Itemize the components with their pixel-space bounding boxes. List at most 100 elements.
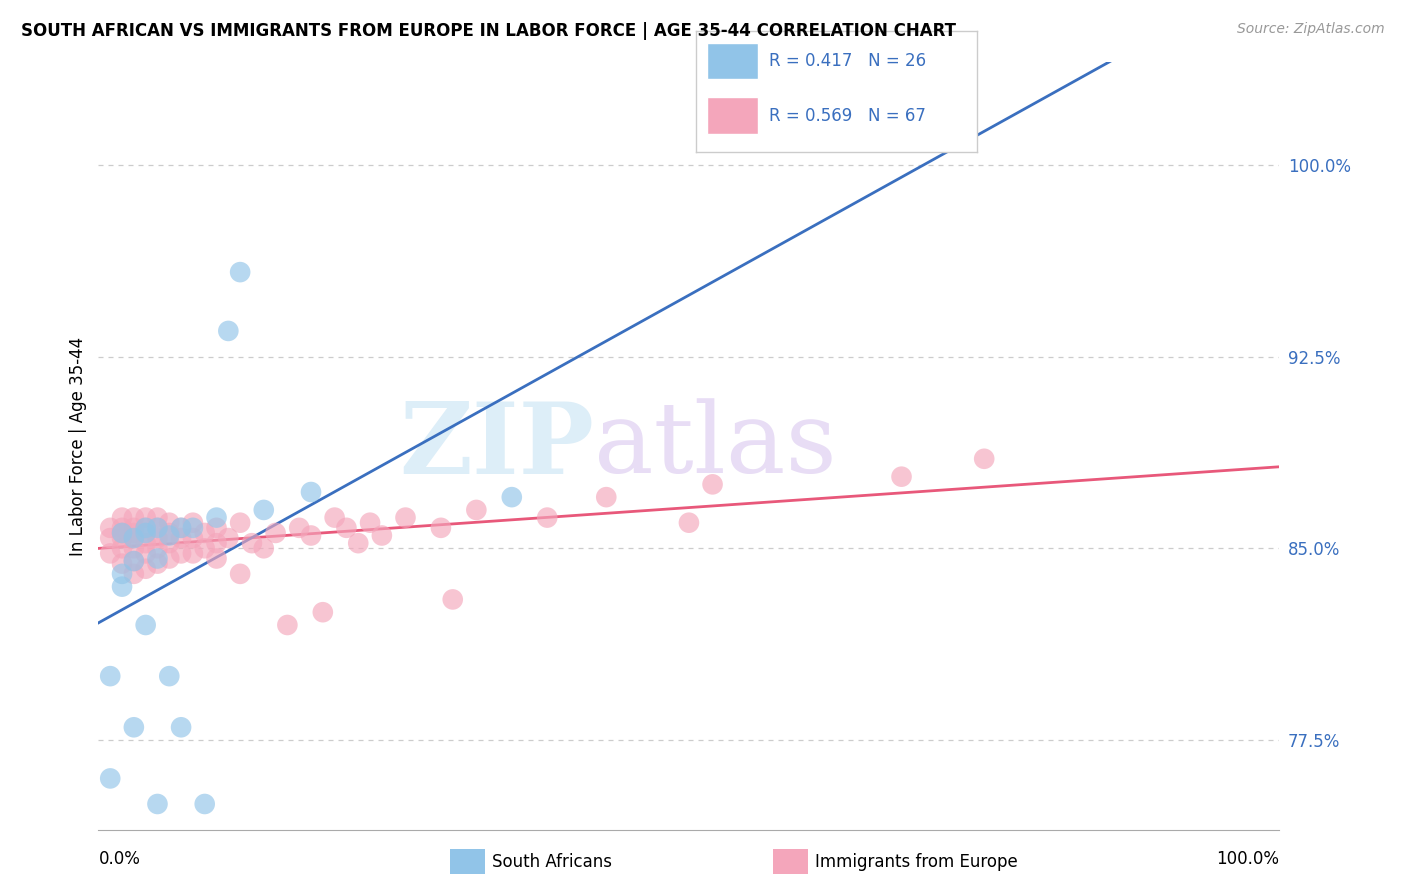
- Text: ZIP: ZIP: [399, 398, 595, 494]
- Point: [194, 541, 217, 556]
- Point: [122, 525, 145, 540]
- Point: [122, 554, 145, 568]
- Text: Source: ZipAtlas.com: Source: ZipAtlas.com: [1237, 22, 1385, 37]
- Point: [205, 551, 228, 566]
- Point: [111, 580, 134, 594]
- Point: [181, 546, 204, 560]
- Point: [299, 528, 322, 542]
- Point: [111, 525, 134, 540]
- Point: [146, 531, 169, 545]
- Point: [122, 531, 145, 545]
- Point: [229, 265, 252, 279]
- Point: [181, 531, 204, 545]
- Point: [205, 510, 228, 524]
- Point: [335, 521, 357, 535]
- Point: [430, 521, 453, 535]
- Point: [240, 536, 263, 550]
- Text: atlas: atlas: [595, 398, 837, 494]
- Point: [98, 546, 121, 560]
- Point: [122, 531, 145, 545]
- Point: [146, 551, 169, 566]
- Point: [595, 490, 617, 504]
- Point: [122, 554, 145, 568]
- Point: [501, 490, 523, 504]
- Point: [157, 551, 180, 566]
- Point: [229, 566, 252, 581]
- Point: [347, 536, 370, 550]
- Point: [122, 720, 145, 734]
- Point: [122, 541, 145, 556]
- Point: [702, 477, 724, 491]
- Point: [465, 503, 488, 517]
- Text: Immigrants from Europe: Immigrants from Europe: [815, 853, 1018, 871]
- Point: [111, 525, 134, 540]
- Point: [536, 510, 558, 524]
- Point: [98, 669, 121, 683]
- Point: [170, 546, 193, 560]
- FancyBboxPatch shape: [707, 43, 758, 79]
- Point: [394, 510, 416, 524]
- Point: [678, 516, 700, 530]
- Point: [135, 546, 157, 560]
- Point: [253, 541, 276, 556]
- Text: South Africans: South Africans: [492, 853, 612, 871]
- Point: [98, 772, 121, 786]
- Point: [253, 503, 276, 517]
- Point: [146, 797, 169, 811]
- Point: [157, 528, 180, 542]
- Point: [181, 521, 204, 535]
- Point: [146, 510, 169, 524]
- Point: [135, 510, 157, 524]
- Point: [217, 531, 239, 545]
- Point: [157, 536, 180, 550]
- Point: [157, 669, 180, 683]
- Point: [973, 451, 995, 466]
- Point: [122, 510, 145, 524]
- Point: [299, 485, 322, 500]
- Point: [135, 521, 157, 535]
- Point: [122, 566, 145, 581]
- Text: SOUTH AFRICAN VS IMMIGRANTS FROM EUROPE IN LABOR FORCE | AGE 35-44 CORRELATION C: SOUTH AFRICAN VS IMMIGRANTS FROM EUROPE …: [21, 22, 956, 40]
- Point: [157, 516, 180, 530]
- Point: [264, 525, 287, 540]
- Point: [135, 525, 157, 540]
- Text: R = 0.417   N = 26: R = 0.417 N = 26: [769, 53, 927, 70]
- Point: [111, 510, 134, 524]
- Point: [135, 525, 157, 540]
- Point: [359, 516, 381, 530]
- Text: R = 0.569   N = 67: R = 0.569 N = 67: [769, 106, 927, 125]
- Point: [111, 541, 134, 556]
- Point: [111, 531, 134, 545]
- Point: [194, 525, 217, 540]
- Point: [312, 605, 335, 619]
- Point: [135, 562, 157, 576]
- Point: [135, 618, 157, 632]
- Point: [170, 521, 193, 535]
- Point: [146, 521, 169, 535]
- Point: [288, 521, 311, 535]
- Point: [371, 528, 394, 542]
- Point: [205, 536, 228, 550]
- Point: [170, 531, 193, 545]
- Point: [157, 525, 180, 540]
- Point: [229, 516, 252, 530]
- Point: [181, 516, 204, 530]
- Text: 100.0%: 100.0%: [1216, 850, 1279, 868]
- Point: [890, 469, 912, 483]
- Point: [111, 566, 134, 581]
- Point: [323, 510, 346, 524]
- Point: [98, 531, 121, 545]
- Point: [98, 521, 121, 535]
- Point: [146, 521, 169, 535]
- Y-axis label: In Labor Force | Age 35-44: In Labor Force | Age 35-44: [69, 336, 87, 556]
- FancyBboxPatch shape: [707, 97, 758, 134]
- Point: [135, 521, 157, 535]
- Point: [122, 521, 145, 535]
- Point: [217, 324, 239, 338]
- Point: [276, 618, 298, 632]
- Point: [135, 536, 157, 550]
- Point: [194, 797, 217, 811]
- Point: [146, 557, 169, 571]
- Text: 0.0%: 0.0%: [98, 850, 141, 868]
- Point: [146, 541, 169, 556]
